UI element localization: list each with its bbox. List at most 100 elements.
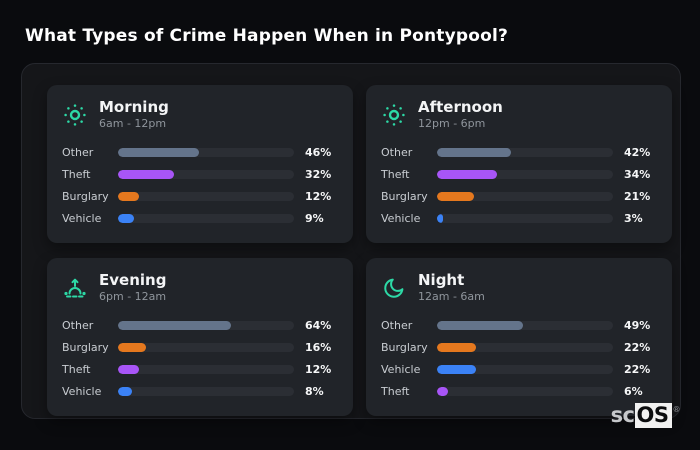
bar-row: Vehicle 9%	[62, 212, 338, 225]
bar-fill	[118, 343, 147, 352]
bar-fill	[437, 387, 448, 396]
panel-header-text: Night 12am - 6am	[418, 271, 485, 304]
bar-fill	[437, 321, 524, 330]
panels-grid: Morning 6am - 12pm Other 46% Theft 32% B…	[47, 85, 680, 416]
bar-row: Vehicle 22%	[381, 363, 657, 376]
bar-track	[437, 170, 613, 179]
bar-chart: Other 49% Burglary 22% Vehicle 22% Theft	[381, 319, 657, 398]
bar-label: Vehicle	[381, 212, 421, 225]
bar-value: 22%	[624, 341, 651, 354]
bar-track	[118, 365, 294, 374]
bar-label: Burglary	[381, 190, 428, 203]
bar-track	[437, 343, 613, 352]
bar-label: Vehicle	[62, 385, 102, 398]
bar-fill	[437, 192, 474, 201]
panel-title: Afternoon	[418, 98, 503, 116]
panel-subtitle: 6pm - 12am	[99, 290, 167, 303]
bar-track	[437, 365, 613, 374]
bar-value: 8%	[305, 385, 324, 398]
bar-value: 49%	[624, 319, 651, 332]
bar-label: Burglary	[62, 341, 109, 354]
page-title: What Types of Crime Happen When in Ponty…	[25, 26, 509, 46]
bar-row: Burglary 16%	[62, 341, 338, 354]
bar-chart: Other 64% Burglary 16% Theft 12% Vehicle	[62, 319, 338, 398]
bar-row: Burglary 12%	[62, 190, 338, 203]
bar-row: Theft 6%	[381, 385, 657, 398]
bar-value: 6%	[624, 385, 643, 398]
bar-track	[118, 148, 294, 157]
panel-header: Evening 6pm - 12am	[62, 271, 338, 304]
bar-value: 46%	[305, 146, 332, 159]
bar-track	[118, 214, 294, 223]
brand-logo: scOS ®	[611, 401, 681, 434]
bar-track	[118, 170, 294, 179]
bar-label: Theft	[62, 363, 91, 376]
bar-track	[118, 387, 294, 396]
bar-fill	[437, 170, 497, 179]
bar-chart: Other 42% Theft 34% Burglary 21% Vehicle	[381, 146, 657, 225]
panel-title: Morning	[99, 98, 169, 116]
bar-fill	[118, 148, 199, 157]
bar-label: Theft	[381, 168, 410, 181]
bar-track	[118, 321, 294, 330]
panel-header-text: Evening 6pm - 12am	[99, 271, 166, 304]
bar-fill	[118, 214, 134, 223]
bar-row: Vehicle 3%	[381, 212, 657, 225]
panel-morning: Morning 6am - 12pm Other 46% Theft 32% B…	[47, 85, 353, 243]
bar-value: 16%	[305, 341, 332, 354]
panel-subtitle: 6am - 12pm	[99, 117, 167, 130]
bar-fill	[118, 387, 133, 396]
sun-icon	[62, 102, 88, 128]
sunset-icon	[62, 275, 88, 301]
panel-night: Night 12am - 6am Other 49% Burglary 22% …	[366, 258, 672, 416]
bar-value: 64%	[305, 319, 332, 332]
bar-row: Other 64%	[62, 319, 338, 332]
bar-track	[437, 148, 613, 157]
bar-fill	[437, 365, 476, 374]
panel-header: Afternoon 12pm - 6pm	[381, 98, 657, 131]
bar-label: Theft	[381, 385, 410, 398]
bar-row: Other 49%	[381, 319, 657, 332]
bar-value: 21%	[624, 190, 651, 203]
bar-track	[118, 192, 294, 201]
bar-value: 32%	[305, 168, 332, 181]
bar-row: Burglary 22%	[381, 341, 657, 354]
panel-title: Night	[418, 271, 465, 289]
bar-fill	[437, 148, 511, 157]
bar-label: Burglary	[381, 341, 428, 354]
dashboard-board: Morning 6am - 12pm Other 46% Theft 32% B…	[21, 63, 681, 419]
bar-label: Other	[381, 146, 413, 159]
sun-icon	[381, 102, 407, 128]
bar-value: 9%	[305, 212, 324, 225]
brand-suffix: OS	[634, 403, 672, 428]
bar-label: Theft	[62, 168, 91, 181]
bar-value: 42%	[624, 146, 651, 159]
bar-track	[437, 192, 613, 201]
bar-chart: Other 46% Theft 32% Burglary 12% Vehicle	[62, 146, 338, 225]
bar-value: 22%	[624, 363, 651, 376]
bar-row: Other 46%	[62, 146, 338, 159]
registered-mark: ®	[672, 405, 681, 414]
bar-value: 34%	[624, 168, 651, 181]
bar-label: Burglary	[62, 190, 109, 203]
bar-row: Vehicle 8%	[62, 385, 338, 398]
bar-fill	[118, 365, 140, 374]
bar-label: Vehicle	[62, 212, 102, 225]
bar-label: Other	[381, 319, 413, 332]
bar-value: 3%	[624, 212, 643, 225]
bar-label: Other	[62, 146, 94, 159]
panel-header: Morning 6am - 12pm	[62, 98, 338, 131]
bar-track	[437, 387, 613, 396]
bar-label: Other	[62, 319, 94, 332]
bar-value: 12%	[305, 363, 332, 376]
bar-fill	[118, 192, 140, 201]
bar-track	[437, 321, 613, 330]
panel-header-text: Morning 6am - 12pm	[99, 98, 169, 131]
bar-row: Theft 12%	[62, 363, 338, 376]
bar-track	[437, 214, 613, 223]
panel-subtitle: 12pm - 6pm	[418, 117, 486, 130]
panel-subtitle: 12am - 6am	[418, 290, 485, 303]
panel-header-text: Afternoon 12pm - 6pm	[418, 98, 503, 131]
bar-row: Burglary 21%	[381, 190, 657, 203]
bar-fill	[118, 321, 231, 330]
